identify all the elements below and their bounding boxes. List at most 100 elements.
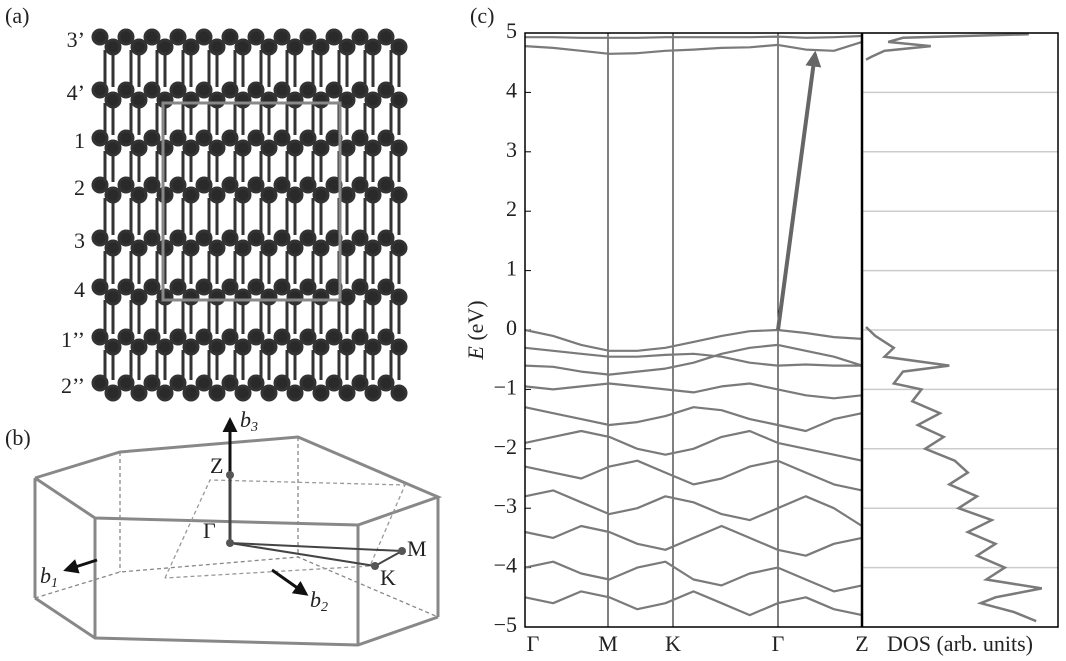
- layer-label: 3: [74, 228, 85, 253]
- atom: [379, 131, 393, 145]
- atom: [301, 231, 315, 245]
- x-tick-label: M: [598, 631, 618, 656]
- atom: [249, 178, 263, 192]
- atom: [158, 93, 172, 107]
- atom: [340, 188, 354, 202]
- band: [525, 591, 862, 615]
- atom: [301, 330, 315, 344]
- atom: [288, 241, 302, 255]
- atom: [301, 178, 315, 192]
- atom: [106, 241, 120, 255]
- atom: [353, 231, 367, 245]
- atom: [93, 178, 107, 192]
- band: [525, 42, 862, 54]
- atom: [132, 40, 146, 54]
- panel-a: (a) 3’4’12341’’2’’: [5, 3, 406, 400]
- atom: [392, 340, 406, 354]
- atom: [301, 280, 315, 294]
- atom: [262, 241, 276, 255]
- crystal: [93, 30, 406, 400]
- atom: [288, 93, 302, 107]
- atom: [249, 376, 263, 390]
- atom: [184, 241, 198, 255]
- atom: [171, 280, 185, 294]
- atom: [327, 330, 341, 344]
- atom: [145, 30, 159, 44]
- atom: [249, 280, 263, 294]
- atom: [119, 280, 133, 294]
- atom: [327, 30, 341, 44]
- zone-edges: [35, 437, 438, 645]
- atom: [301, 376, 315, 390]
- layer-label: 4: [74, 277, 85, 302]
- atom: [379, 280, 393, 294]
- atom: [158, 340, 172, 354]
- atom: [262, 93, 276, 107]
- atom: [288, 40, 302, 54]
- atom: [275, 178, 289, 192]
- atom: [145, 376, 159, 390]
- x-tick-label: Z: [855, 631, 868, 656]
- atom: [210, 188, 224, 202]
- atom: [223, 83, 237, 97]
- atom: [145, 83, 159, 97]
- atom: [119, 30, 133, 44]
- atom: [119, 131, 133, 145]
- point-label: K: [380, 565, 396, 590]
- atom: [353, 131, 367, 145]
- panel-label: (c): [470, 3, 494, 28]
- atom: [366, 93, 380, 107]
- atom: [353, 178, 367, 192]
- atom: [171, 83, 185, 97]
- atom: [132, 188, 146, 202]
- y-tick-label: −4: [494, 553, 517, 578]
- atom: [379, 30, 393, 44]
- atom: [119, 330, 133, 344]
- panel-label: (b): [5, 425, 31, 450]
- atom: [145, 330, 159, 344]
- atom: [184, 290, 198, 304]
- atom: [392, 241, 406, 255]
- band: [525, 330, 862, 351]
- atom: [392, 141, 406, 155]
- band: [525, 490, 862, 526]
- atom: [249, 83, 263, 97]
- y-tick-label: 0: [506, 315, 517, 340]
- atom: [106, 290, 120, 304]
- atom: [262, 40, 276, 54]
- atom: [106, 340, 120, 354]
- atom: [210, 93, 224, 107]
- atom: [197, 330, 211, 344]
- atom: [184, 386, 198, 400]
- atom: [249, 330, 263, 344]
- atom: [210, 241, 224, 255]
- atom: [223, 330, 237, 344]
- atom: [314, 340, 328, 354]
- atom: [197, 280, 211, 294]
- layer-label: 4’: [67, 80, 85, 105]
- atom: [236, 386, 250, 400]
- atom: [171, 376, 185, 390]
- atom: [392, 386, 406, 400]
- atom: [236, 188, 250, 202]
- atom: [288, 188, 302, 202]
- atom: [93, 83, 107, 97]
- atom: [353, 30, 367, 44]
- point-label: M: [407, 536, 427, 561]
- vector-label: b3: [240, 407, 258, 435]
- atom: [223, 131, 237, 145]
- atom: [236, 241, 250, 255]
- atom: [106, 386, 120, 400]
- atom: [132, 386, 146, 400]
- atom: [379, 178, 393, 192]
- atom: [288, 386, 302, 400]
- atom: [132, 290, 146, 304]
- vector-label: b1: [40, 563, 58, 591]
- atom: [288, 290, 302, 304]
- y-tick-label: −3: [494, 493, 517, 518]
- atom: [132, 340, 146, 354]
- atom: [132, 241, 146, 255]
- atom: [340, 40, 354, 54]
- atom: [288, 340, 302, 354]
- atom: [262, 386, 276, 400]
